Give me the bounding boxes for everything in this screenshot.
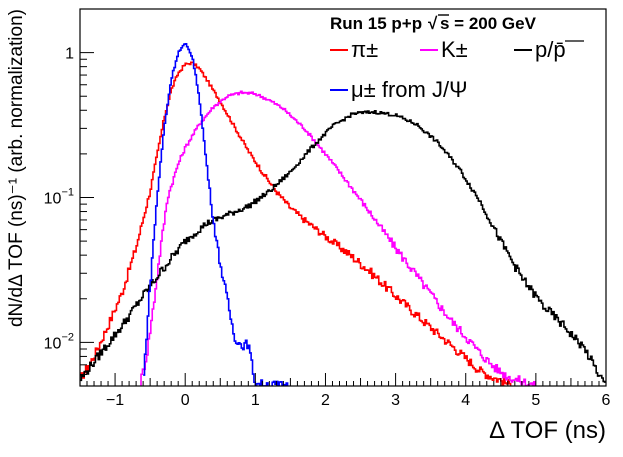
sqrt-symbol: √ (428, 14, 438, 33)
x-tick-label: 2 (321, 392, 330, 409)
y-axis-ticks: 1 10−1 10−2 (44, 8, 94, 387)
x-tick-label: 5 (531, 392, 540, 409)
series-3-histogram (143, 43, 289, 386)
y-axis-title: dN/dΔ TOF (ns)⁻¹ (arb. normalization) (6, 9, 27, 327)
y-tick-label: 10−2 (44, 331, 74, 352)
x-tick-label: −1 (106, 392, 124, 409)
x-tick-label: 1 (251, 392, 260, 409)
series-0-histogram (80, 61, 512, 386)
legend-label: π± (351, 37, 378, 62)
legend-label: K± (441, 37, 468, 62)
x-axis-ticks: −1 0 1 2 3 4 5 6 (79, 373, 611, 409)
x-tick-label: 3 (391, 392, 400, 409)
legend-label: p/p̄ (535, 37, 566, 62)
series-2-histogram (80, 109, 606, 383)
chart-curves (80, 43, 606, 386)
y-tick-label: 1 (65, 46, 74, 63)
energy-annotation: s = 200 GeV (440, 14, 537, 33)
x-tick-label: 6 (602, 392, 611, 409)
legend-label: μ± from J/Ψ (351, 77, 467, 102)
plot-frame (79, 8, 607, 387)
x-axis-title: Δ TOF (ns) (489, 417, 606, 444)
x-tick-label: 0 (181, 392, 190, 409)
chart-legend: π± K± p/p̄ μ± from J/Ψ (330, 37, 584, 102)
run-annotation: Run 15 p+p (330, 14, 422, 33)
y-tick-label: 10−1 (44, 187, 74, 208)
x-tick-label: 4 (461, 392, 470, 409)
series-1-histogram (140, 90, 536, 386)
